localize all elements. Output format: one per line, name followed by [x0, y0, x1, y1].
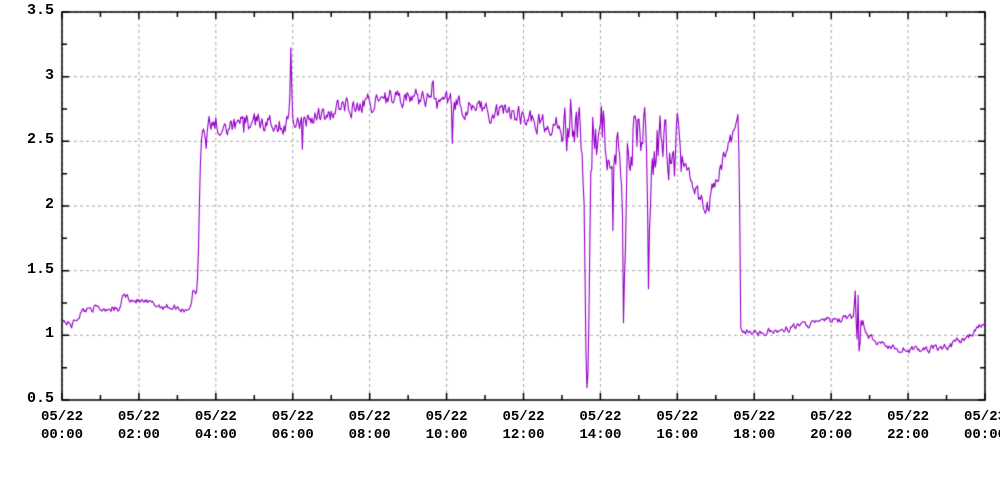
x-tick-label: 05/22 04:00 — [178, 408, 254, 444]
y-tick-label: 1 — [14, 325, 54, 342]
x-tick-label: 05/22 22:00 — [870, 408, 946, 444]
y-tick-label: 3 — [14, 67, 54, 84]
y-tick-label: 3.5 — [14, 2, 54, 19]
x-tick-label: 05/22 02:00 — [101, 408, 177, 444]
x-tick-label: 05/22 20:00 — [793, 408, 869, 444]
x-tick-label: 05/22 08:00 — [332, 408, 408, 444]
y-tick-label: 1.5 — [14, 261, 54, 278]
y-tick-label: 0.5 — [14, 390, 54, 407]
x-tick-label: 05/22 00:00 — [24, 408, 100, 444]
x-tick-label: 05/22 16:00 — [639, 408, 715, 444]
y-tick-label: 2.5 — [14, 131, 54, 148]
x-tick-label: 05/22 18:00 — [716, 408, 792, 444]
chart-container: 0.5 1 1.5 2 2.5 3 3.5 05/22 00:00 05/22 02:00 05/2… — [0, 0, 1000, 480]
x-tick-label: 05/2300:00 — [947, 408, 1000, 444]
x-tick-label: 05/22 14:00 — [562, 408, 638, 444]
x-tick-label: 05/22 10:00 — [409, 408, 485, 444]
x-tick-label: 05/22 12:00 — [486, 408, 562, 444]
y-tick-label: 2 — [14, 196, 54, 213]
x-tick-label: 05/22 06:00 — [255, 408, 331, 444]
